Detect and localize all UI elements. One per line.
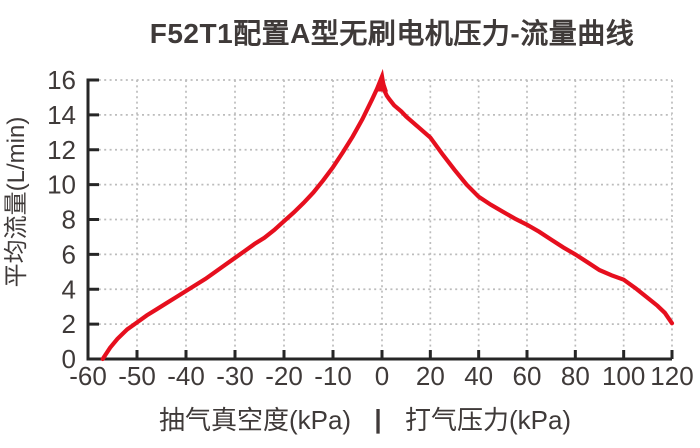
x-tick-label: 40 (464, 361, 493, 391)
y-tick-label: 6 (62, 239, 76, 269)
axis-layer (86, 78, 674, 361)
x-tick-label: -20 (265, 361, 303, 391)
x-tick-label: 120 (650, 361, 693, 391)
y-tick-label: 10 (47, 170, 76, 200)
x-tick-label: -30 (216, 361, 254, 391)
x-axis-title-right: 打气压力(kPa) (405, 405, 571, 435)
x-tick-label: 60 (513, 361, 542, 391)
tick-label-layer: 0 2 4 6 8 10 12 14 16 -60 -50 -40 -30 -20 -10 0 20 40 60 80… (47, 65, 694, 391)
y-axis-title: 平均流量(L/min) (3, 117, 30, 288)
y-tick-label: 0 (62, 344, 76, 374)
x-tick-label: -10 (314, 361, 352, 391)
chart-title: F52T1配置A型无刷电机压力-流量曲线 (149, 18, 635, 49)
x-tick-label: -40 (167, 361, 205, 391)
y-tick-label: 16 (47, 65, 76, 95)
flow-curve (100, 68, 675, 362)
y-tick-label: 8 (62, 205, 76, 235)
x-axis-label-separator: | (374, 404, 381, 434)
curve-layer (100, 68, 675, 362)
x-tick-label: -50 (118, 361, 156, 391)
grid-layer (88, 79, 673, 359)
y-tick-label: 14 (47, 100, 76, 130)
y-tick-label: 2 (62, 309, 76, 339)
x-tick-label: -60 (69, 361, 107, 391)
x-tick-label: 20 (416, 361, 445, 391)
y-tick-label: 4 (62, 274, 76, 304)
x-axis-title-left: 抽气真空度(kPa) (159, 405, 351, 435)
y-tick-label: 12 (47, 135, 76, 165)
curve-arrowhead (376, 73, 388, 92)
x-tick-label: 0 (375, 361, 389, 391)
x-tick-label: 80 (561, 361, 590, 391)
x-tick-label: 100 (602, 361, 645, 391)
